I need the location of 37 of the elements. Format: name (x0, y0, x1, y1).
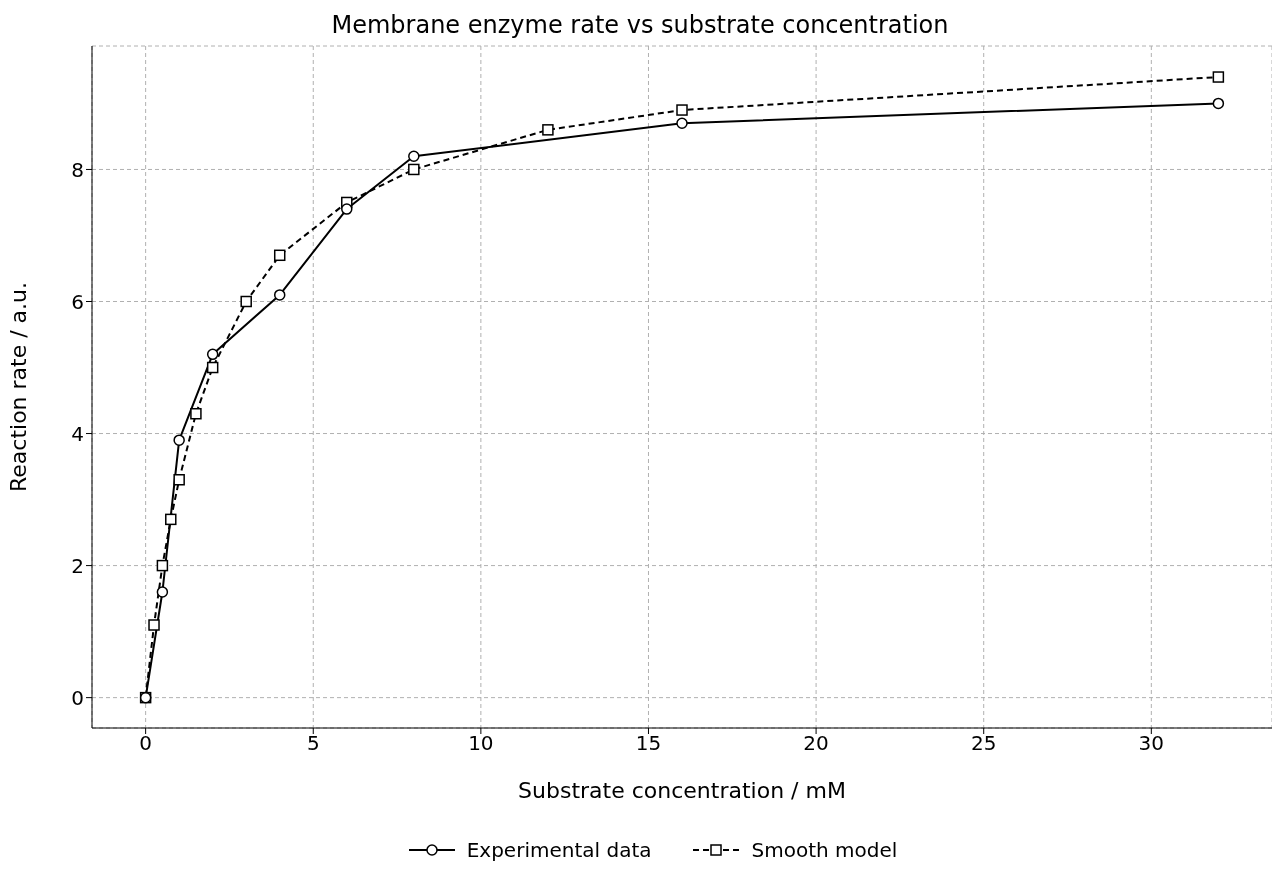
x-tick-label: 15 (635, 731, 662, 756)
point (676, 117, 688, 129)
point (190, 407, 202, 420)
y-tick-label: 6 (71, 289, 84, 314)
legend-label: Experimental data (466, 838, 652, 862)
point (156, 559, 169, 572)
y-axis-title: Reaction rate / a.u. (5, 281, 31, 493)
x-axis-title: Substrate concentration / mM (518, 778, 846, 803)
legend-label: Smooth model (751, 838, 898, 862)
point (542, 124, 554, 136)
point (240, 295, 252, 308)
point (1212, 71, 1225, 83)
point (408, 163, 420, 176)
point (676, 104, 688, 116)
point (173, 434, 185, 446)
point (165, 513, 177, 526)
x-tick-label: 10 (468, 731, 494, 756)
point (206, 348, 219, 361)
point (206, 361, 219, 374)
point (148, 619, 160, 631)
x-tick-label: 30 (1138, 731, 1165, 756)
point (273, 289, 286, 301)
point (173, 474, 185, 486)
y-tick-label: 8 (71, 157, 84, 182)
x-tick-label: 0 (139, 731, 152, 756)
y-tick-label: 2 (71, 553, 84, 578)
y-tick-label: 4 (71, 421, 84, 446)
x-tick-label: 5 (306, 731, 320, 756)
x-tick-label: 20 (803, 731, 829, 756)
point (408, 150, 420, 163)
y-tick-label: 0 (71, 685, 84, 710)
chart-title: Membrane enzyme rate vs substrate concentration (330, 10, 950, 41)
point (156, 586, 169, 598)
point (273, 249, 286, 262)
x-tick-label: 25 (970, 731, 997, 756)
point (341, 203, 353, 215)
point (1212, 97, 1225, 110)
